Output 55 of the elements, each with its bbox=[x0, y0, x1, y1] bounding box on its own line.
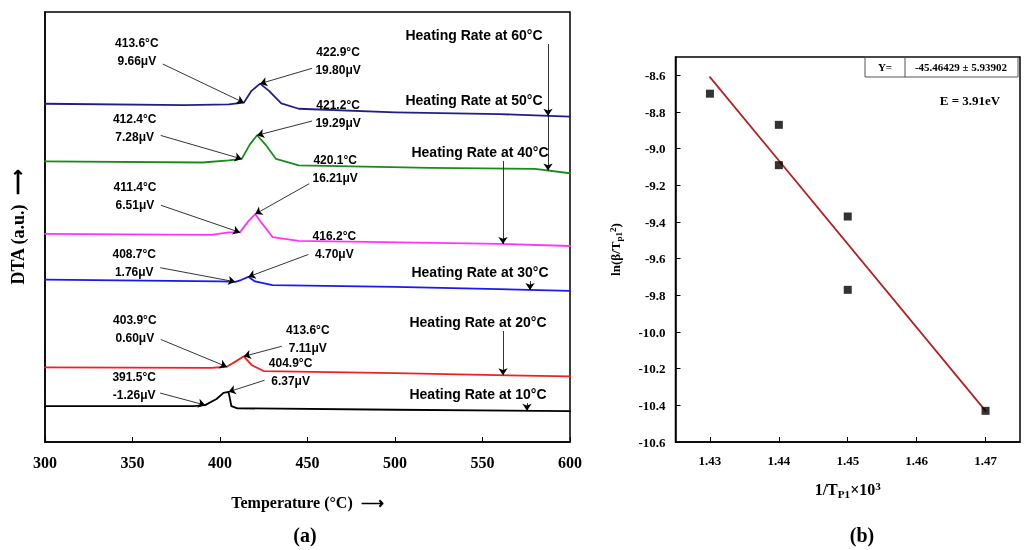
annotation: 412.4°C 7.28μV bbox=[112, 111, 157, 144]
y-tick-label: -10.0 bbox=[638, 324, 666, 340]
text: Heating Rate at 50°C bbox=[405, 92, 543, 108]
point bbox=[843, 212, 852, 221]
annotation: 422.9°C 19.80μV bbox=[315, 44, 361, 77]
text: Heating Rate at 60°C bbox=[405, 27, 543, 43]
x-tick-label: 450 bbox=[295, 453, 320, 471]
y-axis-title: ln(β/Tp12) bbox=[607, 223, 624, 276]
text: Heating Rate at 40°C bbox=[411, 144, 549, 160]
x-tick-label: 1.47 bbox=[974, 453, 998, 468]
y-axis-title: DTA (a.u.) ⟶ bbox=[8, 169, 29, 285]
annotation: -45.46429 ± 5.93902 bbox=[914, 61, 1008, 73]
annotation: 413.6°C 9.66μV bbox=[115, 35, 159, 68]
y-tick-label: -9.0 bbox=[644, 141, 666, 157]
x-axis-title: Temperature (°C) ⟶ bbox=[231, 493, 384, 512]
point bbox=[774, 120, 783, 129]
x-tick-label: 500 bbox=[383, 453, 407, 471]
y-tick-label: -10.2 bbox=[638, 361, 666, 377]
y-tick-label: -9.8 bbox=[644, 287, 666, 303]
x-tick-label: 1.45 bbox=[836, 453, 860, 468]
y-tick-label: -10.4 bbox=[638, 397, 666, 413]
annotation: 416.2°C 4.70μV bbox=[312, 228, 357, 261]
y-tick-label: -8.8 bbox=[644, 104, 666, 120]
x-tick-label: 350 bbox=[120, 453, 145, 471]
x-tick-label: 600 bbox=[558, 453, 582, 471]
x-tick-label: 550 bbox=[470, 453, 495, 471]
legend-label: Heating Rate at 10°C bbox=[409, 386, 547, 402]
x-tick-label: 1.44 bbox=[767, 453, 791, 468]
annotation: 408.7°C 1.76μV bbox=[112, 246, 157, 279]
y-tick-label: -9.6 bbox=[644, 251, 666, 267]
x-tick-label: 1.43 bbox=[698, 453, 722, 468]
annotation: 403.9°C 0.60μV bbox=[113, 312, 157, 345]
annotation: 413.6°C 7.11μV bbox=[286, 323, 330, 356]
x-tick-label: 1.46 bbox=[905, 453, 929, 468]
text: (b) bbox=[849, 524, 875, 547]
text: (a) bbox=[293, 524, 317, 547]
y-tick-label: -9.2 bbox=[644, 177, 666, 193]
point bbox=[705, 89, 714, 98]
x-tick-label: 400 bbox=[208, 453, 232, 471]
y-tick-label: -10.6 bbox=[638, 434, 666, 450]
annotation: 421.2°C 19.29μV bbox=[315, 98, 361, 131]
annotation: E = 3.91eV bbox=[939, 92, 1001, 108]
series-label: Heating Rate at 30°C bbox=[411, 264, 549, 280]
y-tick-label: -9.4 bbox=[644, 214, 666, 230]
annotation: 420.1°C 16.21μV bbox=[312, 153, 358, 186]
x-tick-label: 300 bbox=[33, 453, 57, 471]
text: Heating Rate at 20°C bbox=[409, 314, 547, 330]
annotation: 391.5°C -1.26μV bbox=[112, 370, 157, 403]
annotation: 411.4°C 6.51μV bbox=[113, 180, 157, 213]
point bbox=[843, 285, 852, 294]
annotation: Y= bbox=[877, 61, 893, 73]
point bbox=[774, 161, 783, 170]
point bbox=[981, 406, 990, 415]
y-tick-label: -8.6 bbox=[644, 67, 666, 83]
annotation: 404.9°C 6.37μV bbox=[268, 355, 313, 388]
